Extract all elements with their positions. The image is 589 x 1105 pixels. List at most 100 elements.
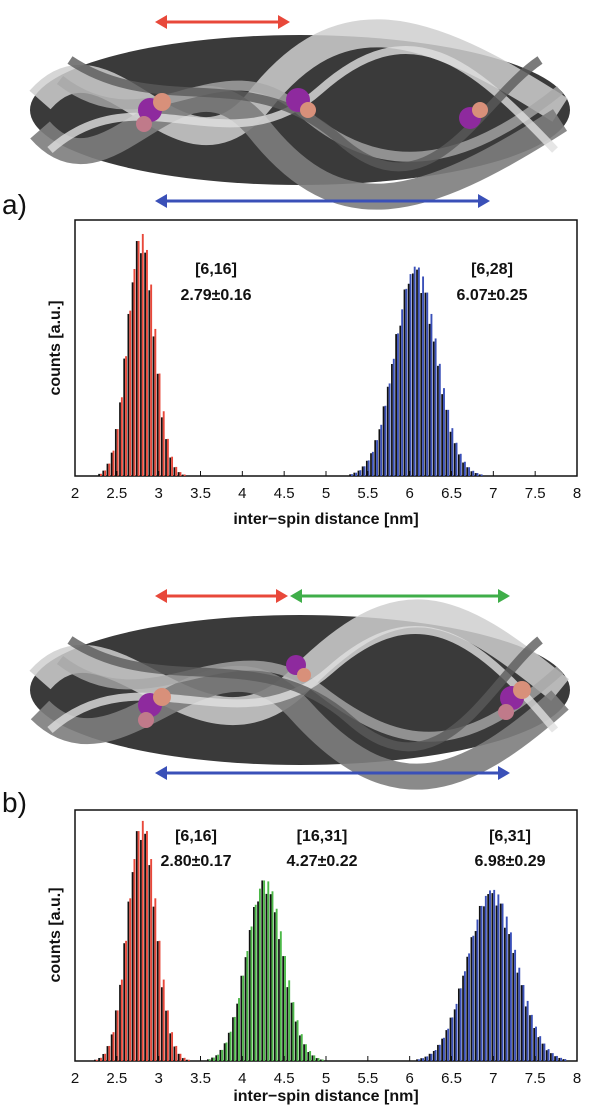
spin-label-a-3 [459,102,488,129]
histogram-bar-colored [468,953,471,1061]
histogram-bar-colored [183,474,186,476]
histogram-bar-black [156,373,159,476]
histogram-bar-colored [443,388,445,476]
histogram-bar-black [244,957,247,1061]
x-tick-label: 7.5 [525,485,546,502]
histogram-bar-colored [221,1049,224,1061]
histogram-bar-black [457,454,460,476]
histogram-bar-colored [397,333,399,476]
histogram-bar-black [240,975,243,1061]
histogram-bar-black [478,905,481,1061]
histogram-bar-colored [116,429,119,476]
histogram-bar-black [491,893,494,1061]
histogram-bar-black [135,831,138,1061]
histogram-bar-colored [146,831,148,1061]
histogram-bar-black [110,452,113,476]
histogram-bar-black [550,1053,552,1061]
histogram-bar-colored [279,931,282,1061]
histogram-bar-black [445,1030,448,1061]
histogram-bar-black [152,336,155,476]
histogram-bar-black [504,927,506,1061]
histogram-bar-colored [95,1059,98,1061]
histogram-bar-black [470,937,473,1061]
histogram-bar-colored [526,1000,529,1061]
histogram-bar-colored [100,1057,102,1061]
green-distance-arrow-b [290,589,510,603]
histogram-bar-black [416,269,418,476]
histogram-bar-black [152,906,155,1061]
histogram-bar-colored [317,1057,320,1061]
histogram-bar-colored [271,891,274,1061]
histogram-bar-black [94,1059,96,1061]
histogram-bar-black [131,282,134,476]
histogram-bar-black [466,467,469,476]
histogram-bar-colored [120,397,123,476]
histogram-bar-black [441,394,444,476]
annotation-value-b-3: 6.98±0.29 [474,853,545,870]
histogram-bar-colored [443,1037,445,1061]
bars-b [94,820,567,1061]
histogram-bar-colored [417,267,420,476]
histogram-bar-black [181,1058,184,1061]
histogram-bar-black [374,440,377,476]
x-tick-label: 6 [405,485,413,502]
histogram-bar-black [131,872,134,1061]
x-tick-label: 2.5 [106,485,127,502]
histogram-bar-black [140,253,142,476]
histogram-bar-colored [171,456,174,476]
spin-label-b-2 [286,655,311,682]
x-axis-label-b: inter−spin distance [nm] [233,1088,418,1105]
histogram-bar-colored [434,338,437,476]
x-tick-label: 5 [322,1070,330,1087]
x-tick-label: 6.5 [441,1070,462,1087]
panel-a-molecule: a) [2,15,570,220]
histogram-bar-colored [133,859,136,1061]
y-axis-label-b: counts [a.u.] [47,887,64,982]
histogram-bar-black [227,1032,230,1061]
histogram-bar-black [449,431,452,476]
x-tick-label: 3 [154,485,162,502]
histogram-bar-black [541,1043,544,1061]
histogram-bar-colored [497,894,500,1061]
histogram-bar-colored [133,268,136,476]
histogram-bar-black [144,833,146,1061]
histogram-bar-black [357,470,360,476]
histogram-bar-colored [171,1032,174,1061]
histogram-bar-colored [166,1010,169,1061]
histogram-bar-black [253,907,255,1061]
histogram-bar-black [370,453,372,476]
histogram-bar-colored [426,1056,429,1061]
histogram-bar-black [516,972,519,1061]
histogram-bar-black [248,930,251,1061]
x-tick-label: 3 [154,1070,162,1087]
histogram-bar-colored [112,450,115,476]
spin-label-a-1 [136,93,171,132]
histogram-bar-black [177,472,180,476]
histogram-bar-colored [430,313,433,476]
histogram-bar-black [160,417,163,476]
histogram-bar-colored [376,440,378,476]
histogram-bar-colored [112,1032,115,1061]
histogram-bar-colored [434,1050,437,1061]
histogram-bar-colored [258,888,261,1061]
histogram-bar-black [144,252,146,476]
histogram-bar-colored [543,1043,546,1061]
histogram-bar-black [529,1015,531,1061]
histogram-bar-colored [413,266,416,476]
histogram-bar-colored [371,451,374,476]
histogram-bar-colored [104,470,107,476]
histogram-bar-black [114,1010,117,1061]
red-distance-arrow-a [155,15,290,29]
histogram-bar-colored [179,1053,182,1061]
histogram-bar-black [206,1059,209,1061]
histogram-bar-black [223,1043,226,1061]
histogram-bar-black [512,952,515,1061]
histogram-bar-colored [468,467,471,476]
histogram-bar-colored [313,1055,316,1061]
histogram-bar-black [441,1038,444,1061]
histogram-bar-black [173,467,176,476]
histogram-bar-black [148,865,151,1061]
y-axis-label-a: counts [a.u.] [47,300,64,395]
histogram-bar-black [545,1050,548,1061]
histogram-bar-black [462,462,464,476]
